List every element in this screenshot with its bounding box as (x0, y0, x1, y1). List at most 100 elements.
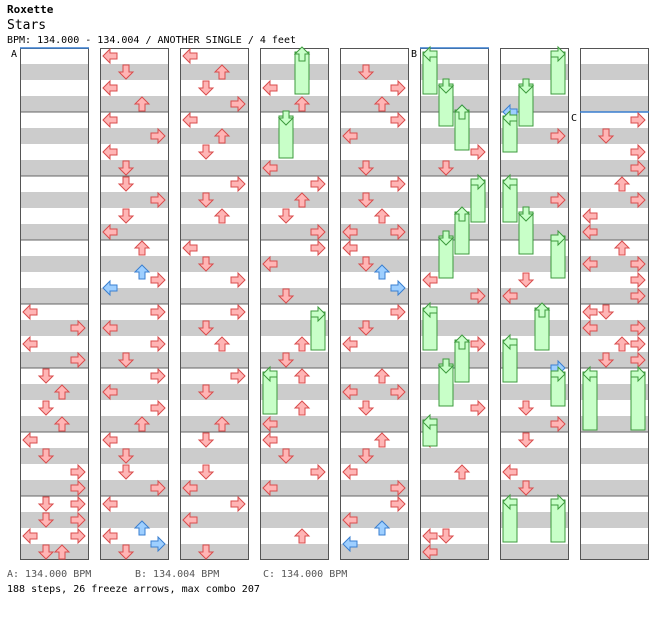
tap-arrow (182, 511, 198, 529)
tap-arrow (422, 527, 438, 545)
freeze-arrow (502, 333, 518, 383)
shock-arrow (390, 279, 406, 297)
tap-arrow (550, 415, 566, 433)
tap-arrow (630, 159, 646, 177)
beat-stripe (340, 128, 409, 144)
tap-arrow (597, 128, 615, 144)
song-title: Stars (7, 18, 47, 33)
tap-arrow (582, 223, 598, 241)
tap-arrow (150, 127, 166, 145)
beat-stripe (500, 448, 569, 464)
freeze-head (550, 45, 566, 63)
freeze-arrow (517, 78, 535, 127)
tap-arrow (470, 335, 486, 353)
beat-stripe (340, 64, 409, 80)
tap-arrow (70, 463, 86, 481)
column-border (100, 48, 169, 560)
tap-arrow (182, 47, 198, 65)
beat-stripe (340, 320, 409, 336)
tap-arrow (150, 303, 166, 321)
beat-stripe (340, 224, 409, 240)
tap-arrow (22, 303, 38, 321)
beat-stripe (180, 448, 249, 464)
tap-arrow (357, 160, 375, 176)
beat-stripe (340, 384, 409, 400)
beat-stripe (100, 448, 169, 464)
tap-arrow (22, 527, 38, 545)
tap-arrow (597, 352, 615, 368)
freeze-arrow (630, 365, 646, 431)
tap-arrow (550, 127, 566, 145)
beat-stripe (420, 384, 489, 400)
beat-stripe (500, 96, 569, 112)
tap-arrow (230, 175, 246, 193)
tap-arrow (453, 464, 471, 480)
beat-stripe (580, 224, 649, 240)
beat-stripe (20, 64, 89, 80)
tap-arrow (262, 159, 278, 177)
tap-arrow (230, 271, 246, 289)
beat-stripe (260, 416, 329, 432)
tap-arrow (102, 79, 118, 97)
beat-stripe (20, 288, 89, 304)
tap-arrow (437, 160, 455, 176)
beat-stripe (420, 544, 489, 560)
shock-arrow (342, 535, 358, 553)
tap-arrow (213, 64, 231, 80)
tap-arrow (197, 384, 215, 400)
tap-arrow (342, 127, 358, 145)
tap-arrow (102, 111, 118, 129)
beat-stripe (100, 288, 169, 304)
freeze-arrow (517, 206, 535, 255)
shock-arrow (133, 264, 151, 280)
tap-arrow (277, 208, 295, 224)
beat-stripe (100, 512, 169, 528)
beat-stripe (100, 544, 169, 560)
beat-stripe (180, 160, 249, 176)
shock-arrow (150, 535, 166, 553)
beat-stripe (580, 352, 649, 368)
beat-stripe (100, 128, 169, 144)
beat-stripe (100, 224, 169, 240)
tap-arrow (182, 239, 198, 257)
tap-arrow (357, 320, 375, 336)
tap-arrow (310, 239, 326, 257)
freeze-head (502, 493, 518, 511)
freeze-head (533, 302, 551, 318)
freeze-arrow (310, 305, 326, 351)
chart-info: BPM: 134.000 - 134.004 / ANOTHER SINGLE … (7, 35, 296, 46)
beat-stripe (500, 544, 569, 560)
tap-arrow (390, 111, 406, 129)
freeze-arrow (453, 206, 471, 255)
tap-arrow (582, 319, 598, 337)
freeze-arrow (437, 230, 455, 279)
freeze-head (437, 230, 455, 246)
tap-arrow (293, 368, 311, 384)
beat-stripe (580, 128, 649, 144)
tap-arrow (197, 320, 215, 336)
tap-arrow (390, 223, 406, 241)
freeze-head (262, 365, 278, 383)
freeze-head (582, 365, 598, 383)
tap-arrow (133, 416, 151, 432)
tap-arrow (342, 511, 358, 529)
beat-stripe (500, 480, 569, 496)
tap-arrow (262, 415, 278, 433)
freeze-arrow (437, 358, 455, 407)
beat-stripe (580, 544, 649, 560)
beat-stripe (180, 224, 249, 240)
tap-arrow (373, 432, 391, 448)
freeze-arrow (502, 493, 518, 543)
tap-arrow (357, 400, 375, 416)
beat-stripe (340, 416, 409, 432)
tap-arrow (133, 96, 151, 112)
beat-stripe (500, 416, 569, 432)
tap-arrow (357, 256, 375, 272)
beat-stripe (20, 480, 89, 496)
tap-arrow (197, 192, 215, 208)
beat-stripe (260, 128, 329, 144)
tap-arrow (373, 208, 391, 224)
tap-arrow (597, 304, 615, 320)
tap-arrow (182, 111, 198, 129)
tap-arrow (517, 272, 535, 288)
